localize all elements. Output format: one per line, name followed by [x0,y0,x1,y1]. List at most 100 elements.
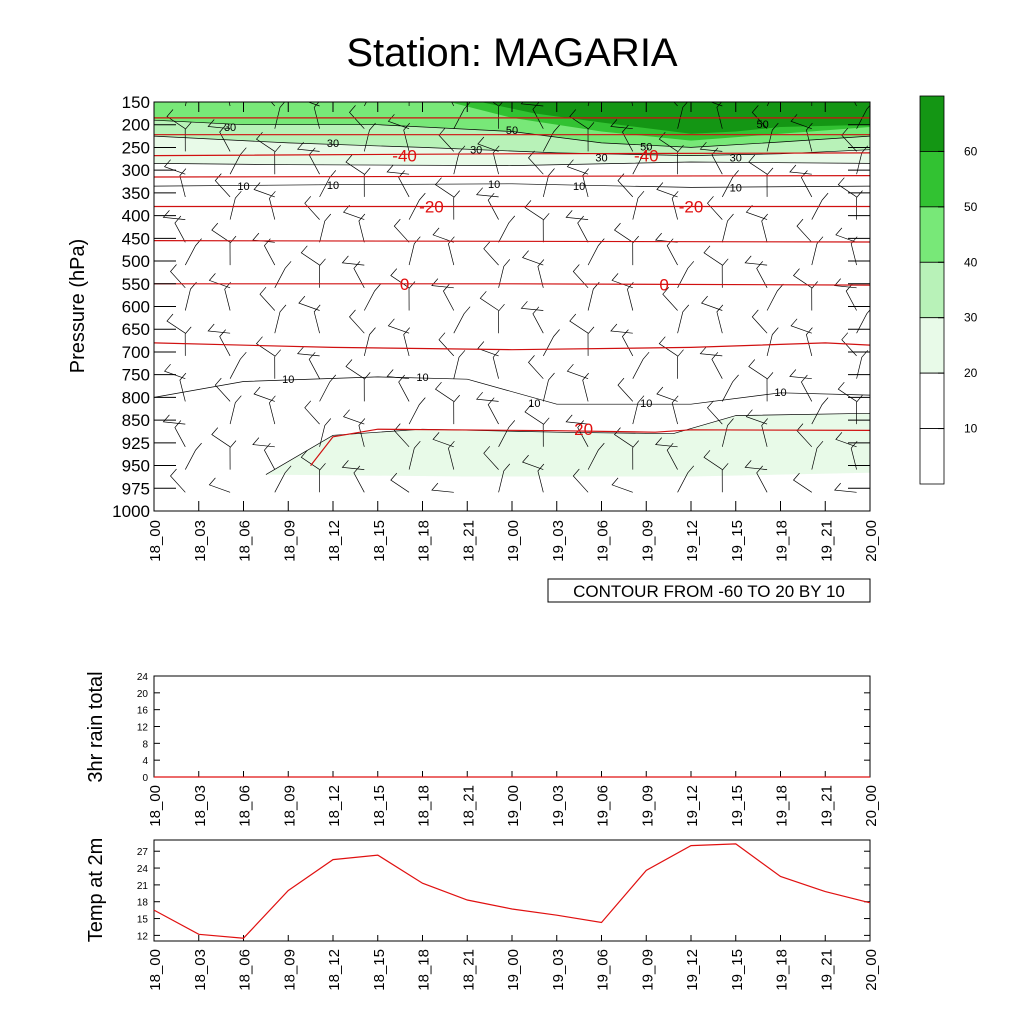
wind-barb [701,295,723,311]
wind-barb [453,102,471,129]
speed-contour-label: 10 [774,387,786,399]
wind-barb [587,442,605,470]
x-tick-label: 18_03 [192,949,209,991]
y-tick-label: 27 [137,847,149,858]
wind-barb [442,283,455,311]
main-time-axis: 18_00 18_03 18_06 18_09 18_12 18_15 18_18 18_21… [147,102,880,562]
wind-barb [766,283,784,311]
time-tick-label: 19_06 [595,520,612,562]
wind-barb [806,327,813,356]
x-tick-label: 19_12 [684,949,701,991]
temp-plot-frame [153,839,871,942]
wind-barb [434,177,454,198]
wind-barb [492,145,500,175]
y-tick-label: 8 [142,739,148,750]
y-tick-label: 15 [137,915,149,926]
wind-barb [363,283,381,311]
wind-barb [721,258,729,288]
speed-contour-label: 10 [573,181,585,193]
wind-barb [363,372,371,402]
contour-info-text: CONTOUR FROM -60 TO 20 BY 10 [573,582,845,601]
wind-barb [841,332,857,357]
x-tick-label: 19_06 [595,785,612,827]
colorbar-box [919,261,945,319]
wind-barb [677,349,684,379]
speed-contour-label: 30 [470,145,482,157]
x-tick-label: 18_15 [371,785,388,827]
y-tick-label: 4 [142,756,148,767]
wind-barb [710,102,723,107]
wind-barb [353,465,365,493]
wind-barb [453,145,466,175]
wind-barb [319,418,332,447]
isotherm-line [154,342,870,351]
wind-barb [542,213,550,243]
colorbar-label: 20 [964,366,978,380]
wind-barb [587,326,595,356]
wind-barb [766,327,779,356]
wind-barb [766,372,774,402]
wind-barb [656,182,678,198]
isotherm-line [310,428,870,466]
wind-barb [837,381,857,402]
wind-barb [479,291,499,311]
wind-barb [363,167,371,197]
wind-barb [711,147,723,175]
wind-barb [403,122,410,152]
wind-barb [170,468,186,493]
x-tick-label: 18_03 [192,785,209,827]
x-tick-label: 19_06 [595,949,612,991]
wind-barb [572,468,589,493]
speed-contour-label: 10 [528,398,540,410]
wind-barb [179,168,187,197]
wind-barb [162,210,186,220]
wind-barb [477,341,499,357]
wind-barb [229,395,242,425]
wind-barb [565,210,589,220]
wind-barb [632,351,650,379]
wind-barb [542,417,550,447]
wind-barb [487,192,499,220]
wind-barb [208,273,231,289]
speed-contour-line [154,161,870,166]
y-tick-label: 16 [137,706,149,717]
wind-barb [656,386,678,402]
wind-barb [671,395,679,425]
x-tick-label: 19_00 [505,949,522,991]
wind-barb [498,215,516,243]
pressure-tick-label: 650 [122,320,150,339]
rain-axes: 0 4 8 12 16 20 24 18_00 18_03 18_06 18_09 18_12 18_1… [137,672,880,827]
time-tick-label: 18_06 [237,520,254,562]
wind-barb [304,196,320,220]
wind-barb [498,259,511,288]
wind-barb [751,105,768,129]
wind-barb [483,241,499,266]
y-tick-label: 12 [137,931,149,942]
colorbar-box [919,428,945,485]
wind-barb [363,122,376,152]
isotherm-line [154,152,870,157]
time-tick-label: 18_09 [281,520,298,562]
time-tick-label: 18_00 [147,520,164,562]
speed-contour-line [265,412,870,475]
wind-barb [707,196,723,220]
y-tick-label: 20 [137,689,149,700]
wind-barb [387,318,410,334]
time-tick-label: 19_18 [774,520,791,562]
wind-barb [300,245,320,266]
x-tick-label: 20_00 [863,785,880,827]
x-tick-label: 19_12 [684,785,701,827]
wind-barb [208,477,231,493]
wind-barb [341,255,365,266]
wind-barb [252,437,275,448]
wind-barb [224,281,231,311]
wind-barb [587,238,605,266]
wind-barb [219,329,231,357]
wind-barb [721,463,729,493]
wind-barb [174,215,186,243]
x-tick-label: 18_18 [416,949,433,991]
wind-barb [662,286,678,311]
x-tick-label: 19_03 [550,785,567,827]
x-tick-label: 18_06 [237,785,254,827]
speed-contour-line [154,135,870,156]
